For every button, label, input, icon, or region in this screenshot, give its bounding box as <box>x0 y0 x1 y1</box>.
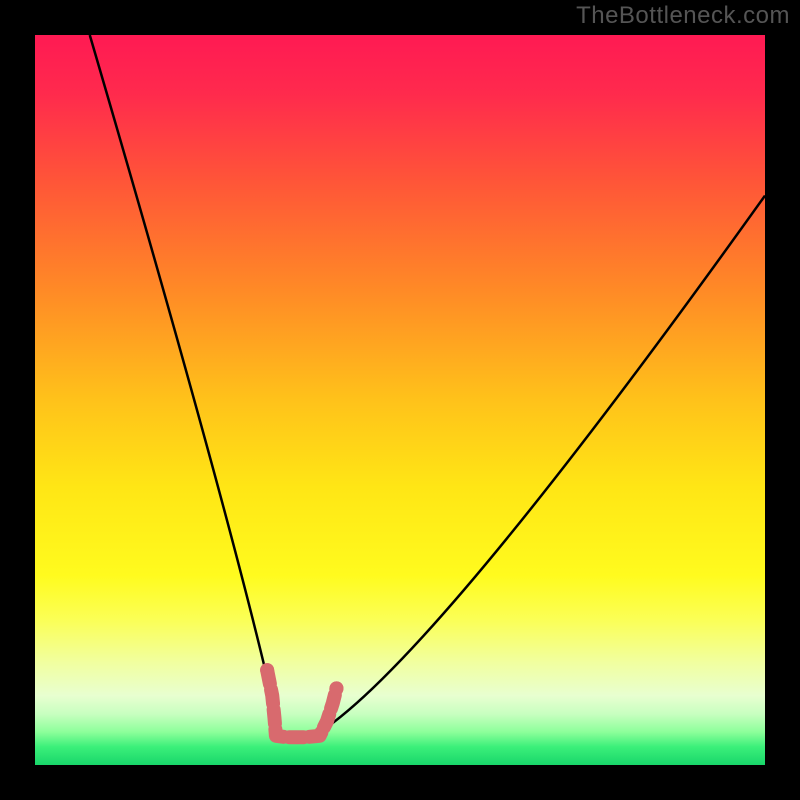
chart-stage: TheBottleneck.com <box>0 0 800 800</box>
bottleneck-chart <box>0 0 800 800</box>
scribble-start-cap <box>260 663 274 677</box>
scribble-end-cap <box>329 681 343 695</box>
plot-area <box>35 35 765 765</box>
watermark-text: TheBottleneck.com <box>576 2 790 30</box>
